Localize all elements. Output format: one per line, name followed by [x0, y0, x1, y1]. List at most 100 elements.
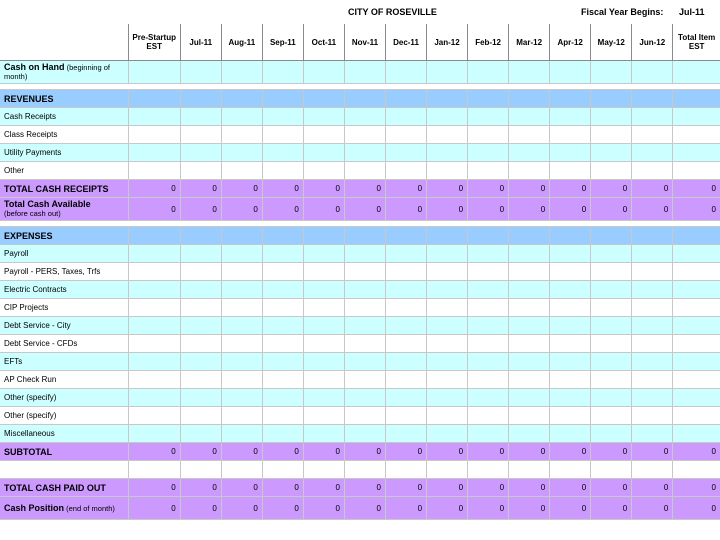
value-cell[interactable] [179, 316, 222, 335]
value-cell[interactable] [220, 316, 263, 335]
value-cell[interactable] [467, 280, 509, 299]
value-cell[interactable] [631, 262, 673, 281]
value-cell[interactable] [590, 406, 632, 425]
value-cell[interactable]: 0 [590, 478, 632, 497]
value-cell[interactable]: 0 [467, 179, 509, 198]
value-cell[interactable] [261, 370, 304, 389]
value-cell[interactable] [220, 370, 263, 389]
value-cell[interactable] [220, 352, 263, 371]
value-cell[interactable] [426, 460, 468, 479]
value-cell[interactable] [302, 161, 345, 180]
value-cell[interactable] [261, 316, 304, 335]
value-cell[interactable] [590, 107, 632, 126]
value-cell[interactable] [179, 334, 222, 353]
value-cell[interactable]: 0 [384, 197, 427, 221]
value-cell[interactable] [426, 298, 468, 317]
value-cell[interactable] [590, 143, 632, 162]
value-cell[interactable]: 0 [549, 197, 591, 221]
value-cell[interactable] [467, 226, 509, 245]
value-cell[interactable] [467, 460, 509, 479]
value-cell[interactable] [467, 406, 509, 425]
value-cell[interactable] [261, 460, 304, 479]
value-cell[interactable] [590, 334, 632, 353]
value-cell[interactable] [220, 460, 263, 479]
value-cell[interactable] [549, 262, 591, 281]
value-cell[interactable] [549, 143, 591, 162]
value-cell[interactable]: 0 [220, 179, 263, 198]
value-cell[interactable] [261, 298, 304, 317]
value-cell[interactable] [384, 60, 427, 84]
value-cell[interactable]: 0 [590, 179, 632, 198]
value-cell[interactable] [127, 60, 181, 84]
value-cell[interactable]: 0 [508, 496, 550, 520]
value-cell[interactable] [302, 316, 345, 335]
value-cell[interactable] [261, 107, 304, 126]
value-cell[interactable]: 0 [179, 179, 222, 198]
value-cell[interactable] [467, 244, 509, 263]
value-cell[interactable] [220, 143, 263, 162]
value-cell[interactable] [508, 298, 550, 317]
value-cell[interactable] [384, 334, 427, 353]
value-cell[interactable] [426, 406, 468, 425]
value-cell[interactable] [302, 388, 345, 407]
value-cell[interactable] [467, 424, 509, 443]
value-cell[interactable] [127, 244, 181, 263]
value-cell[interactable] [302, 143, 345, 162]
value-cell[interactable] [127, 334, 181, 353]
value-cell[interactable] [261, 334, 304, 353]
value-cell[interactable] [631, 334, 673, 353]
value-cell[interactable] [302, 60, 345, 84]
value-cell[interactable]: 0 [179, 478, 222, 497]
value-cell[interactable] [467, 89, 509, 108]
value-cell[interactable] [631, 107, 673, 126]
value-cell[interactable] [467, 370, 509, 389]
value-cell[interactable] [384, 316, 427, 335]
value-cell[interactable] [631, 161, 673, 180]
value-cell[interactable] [302, 226, 345, 245]
value-cell[interactable] [302, 262, 345, 281]
value-cell[interactable] [302, 298, 345, 317]
value-cell[interactable] [261, 89, 304, 108]
value-cell[interactable] [508, 107, 550, 126]
value-cell[interactable] [127, 406, 181, 425]
value-cell[interactable] [631, 388, 673, 407]
value-cell[interactable] [179, 161, 222, 180]
value-cell[interactable] [426, 161, 468, 180]
value-cell[interactable]: 0 [467, 442, 509, 461]
value-cell[interactable]: 0 [426, 179, 468, 198]
value-cell[interactable] [127, 89, 181, 108]
value-cell[interactable]: 0 [343, 478, 386, 497]
value-cell[interactable] [426, 334, 468, 353]
value-cell[interactable] [467, 107, 509, 126]
value-cell[interactable] [127, 316, 181, 335]
value-cell[interactable] [179, 262, 222, 281]
value-cell[interactable] [672, 370, 720, 389]
value-cell[interactable] [220, 89, 263, 108]
value-cell[interactable] [179, 125, 222, 144]
value-cell[interactable] [343, 460, 386, 479]
value-cell[interactable]: 0 [590, 197, 632, 221]
value-cell[interactable]: 0 [302, 442, 345, 461]
value-cell[interactable] [127, 226, 181, 245]
value-cell[interactable] [179, 460, 222, 479]
value-cell[interactable] [127, 125, 181, 144]
value-cell[interactable] [672, 352, 720, 371]
value-cell[interactable]: 0 [261, 496, 304, 520]
fiscal-year-value[interactable]: Jul-11 [679, 7, 705, 17]
value-cell[interactable] [302, 89, 345, 108]
value-cell[interactable] [672, 161, 720, 180]
value-cell[interactable]: 0 [549, 179, 591, 198]
value-cell[interactable] [426, 60, 468, 84]
value-cell[interactable]: 0 [590, 496, 632, 520]
value-cell[interactable] [220, 334, 263, 353]
value-cell[interactable] [343, 262, 386, 281]
value-cell[interactable] [467, 316, 509, 335]
value-cell[interactable] [508, 226, 550, 245]
value-cell[interactable] [590, 161, 632, 180]
value-cell[interactable] [343, 161, 386, 180]
value-cell[interactable] [508, 424, 550, 443]
value-cell[interactable] [672, 424, 720, 443]
value-cell[interactable] [302, 125, 345, 144]
value-cell[interactable] [549, 125, 591, 144]
value-cell[interactable] [672, 280, 720, 299]
